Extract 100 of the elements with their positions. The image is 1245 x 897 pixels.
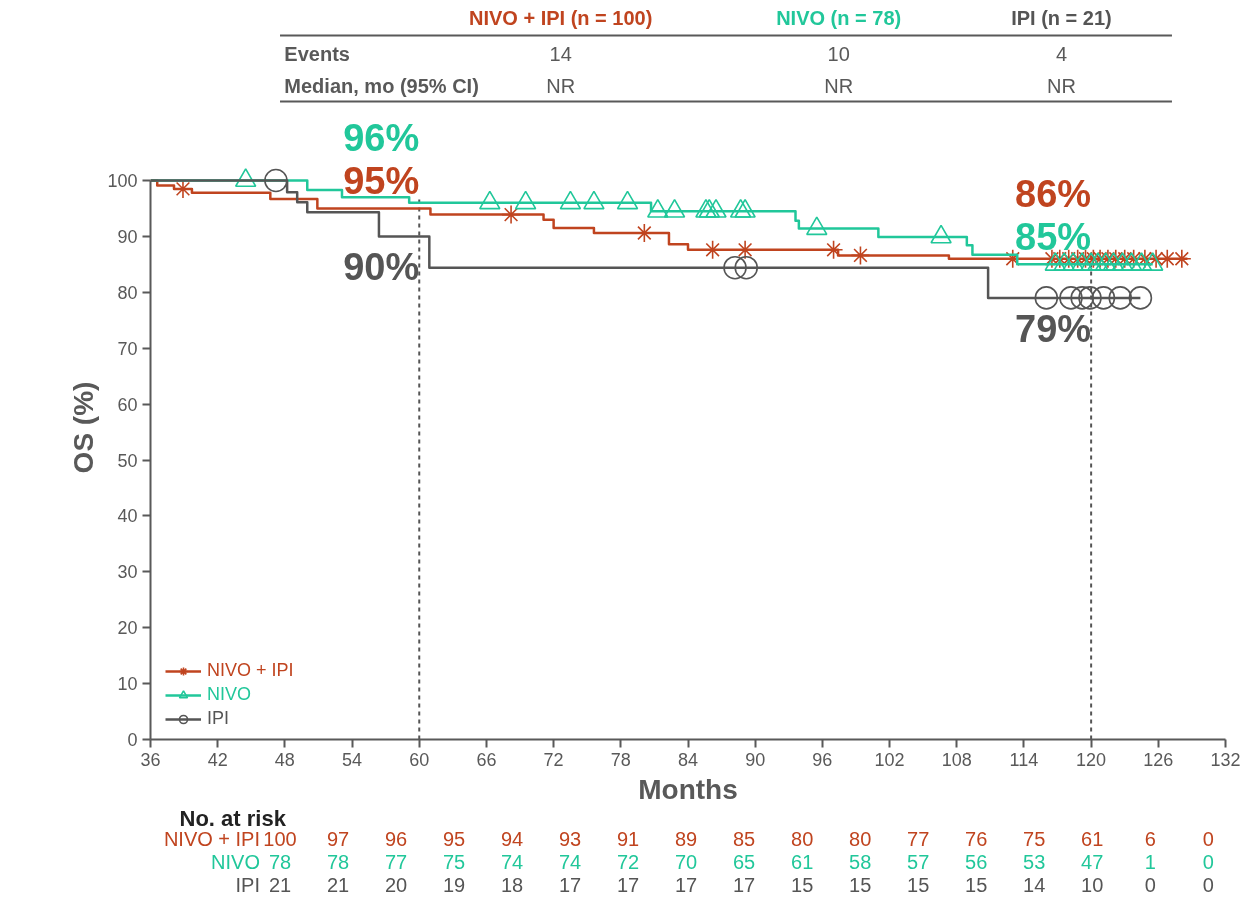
text: 21 bbox=[268, 873, 292, 896]
text: 17 bbox=[733, 873, 756, 896]
x-tick-label: 60 bbox=[409, 749, 430, 770]
text: 70 bbox=[674, 850, 698, 873]
x-tick-label: 120 bbox=[1076, 749, 1107, 770]
x-tick-label: 54 bbox=[342, 749, 363, 770]
x-axis-title: Months bbox=[638, 773, 738, 805]
text: 75 bbox=[1023, 827, 1046, 850]
y-tick-label: 70 bbox=[117, 338, 138, 359]
text: 74 bbox=[558, 850, 582, 873]
text: IPI bbox=[235, 873, 261, 896]
text: 77 bbox=[907, 827, 930, 850]
x-tick-label: 42 bbox=[207, 749, 228, 770]
text: 1 bbox=[1144, 850, 1156, 873]
text: NR bbox=[824, 74, 854, 97]
data-label: 96% bbox=[343, 116, 420, 159]
text: 0 bbox=[1202, 850, 1214, 873]
legend-label: IPI bbox=[207, 708, 230, 729]
x-tick-label: 84 bbox=[677, 749, 699, 770]
text: 61 bbox=[791, 850, 814, 873]
x-tick-label: 96 bbox=[812, 749, 833, 770]
text: 15 bbox=[791, 873, 814, 896]
text: 0 bbox=[1202, 873, 1214, 896]
data-label: 85% bbox=[1015, 216, 1092, 259]
y-tick-label: 0 bbox=[127, 730, 138, 750]
data-label: 79% bbox=[1015, 307, 1092, 350]
text: NIVO + IPI (n = 100) bbox=[468, 6, 653, 29]
text: 74 bbox=[500, 850, 524, 873]
text: 18 bbox=[500, 873, 524, 896]
text: 15 bbox=[907, 873, 930, 896]
text: Events bbox=[284, 42, 350, 65]
text: 0 bbox=[1144, 873, 1156, 896]
text: 17 bbox=[616, 873, 640, 896]
text: IPI (n = 21) bbox=[1011, 6, 1112, 29]
text: 80 bbox=[791, 827, 814, 850]
text: 47 bbox=[1081, 850, 1104, 873]
text: 14 bbox=[549, 42, 572, 65]
text: 57 bbox=[907, 850, 930, 873]
text: 65 bbox=[733, 850, 756, 873]
data-label: 95% bbox=[343, 160, 420, 203]
text: 95 bbox=[442, 827, 466, 850]
text: 15 bbox=[965, 873, 988, 896]
legend-label: NIVO + IPI bbox=[207, 660, 294, 681]
text: 96 bbox=[384, 827, 408, 850]
x-tick-label: 48 bbox=[274, 749, 295, 770]
text: NIVO bbox=[211, 850, 261, 873]
text: 19 bbox=[442, 873, 466, 896]
y-tick-label: 80 bbox=[117, 282, 138, 303]
x-tick-label: 66 bbox=[476, 749, 497, 770]
text: 78 bbox=[268, 850, 292, 873]
y-tick-label: 50 bbox=[117, 450, 138, 471]
text: NIVO (n = 78) bbox=[776, 6, 902, 29]
text: 89 bbox=[674, 827, 698, 850]
text: Median, mo (95% CI) bbox=[284, 74, 479, 97]
text: 75 bbox=[442, 850, 466, 873]
text: 85 bbox=[733, 827, 756, 850]
text: 6 bbox=[1144, 827, 1156, 850]
y-tick-label: 60 bbox=[117, 394, 138, 415]
text: 56 bbox=[965, 850, 988, 873]
y-tick-label: 40 bbox=[117, 506, 138, 527]
text: 61 bbox=[1081, 827, 1104, 850]
x-tick-label: 36 bbox=[140, 749, 161, 770]
x-tick-label: 90 bbox=[745, 749, 766, 770]
text: 97 bbox=[326, 827, 350, 850]
text: 17 bbox=[674, 873, 698, 896]
y-axis-title: OS (%) bbox=[68, 381, 100, 474]
text: 91 bbox=[616, 827, 640, 850]
y-tick-label: 100 bbox=[107, 171, 138, 191]
text: 21 bbox=[326, 873, 350, 896]
data-label: 90% bbox=[343, 246, 420, 289]
x-tick-label: 126 bbox=[1143, 749, 1174, 770]
y-tick-label: 20 bbox=[117, 618, 138, 639]
x-tick-label: 78 bbox=[610, 749, 631, 770]
text: 94 bbox=[500, 827, 524, 850]
text: 10 bbox=[827, 42, 850, 65]
text: 10 bbox=[1081, 873, 1104, 896]
text: 17 bbox=[558, 873, 582, 896]
text: NR bbox=[1047, 74, 1076, 97]
text: 15 bbox=[849, 873, 872, 896]
text: 93 bbox=[558, 827, 582, 850]
text: 72 bbox=[616, 850, 640, 873]
y-tick-label: 10 bbox=[117, 674, 138, 695]
x-tick-label: 114 bbox=[1009, 749, 1039, 770]
x-tick-label: 132 bbox=[1210, 749, 1241, 770]
text: 78 bbox=[326, 850, 350, 873]
text: 0 bbox=[1202, 827, 1214, 850]
text: NR bbox=[546, 74, 576, 97]
text: 77 bbox=[384, 850, 408, 873]
x-tick-label: 108 bbox=[941, 749, 972, 770]
text: 20 bbox=[384, 873, 408, 896]
text: 58 bbox=[849, 850, 872, 873]
text: 80 bbox=[849, 827, 872, 850]
data-label: 86% bbox=[1015, 172, 1092, 215]
text: 4 bbox=[1055, 42, 1068, 65]
text: 53 bbox=[1023, 850, 1046, 873]
y-tick-label: 90 bbox=[117, 226, 138, 247]
x-tick-label: 102 bbox=[874, 749, 905, 770]
x-tick-label: 72 bbox=[543, 749, 564, 770]
y-tick-label: 30 bbox=[117, 562, 138, 583]
legend-label: NIVO bbox=[207, 684, 252, 705]
